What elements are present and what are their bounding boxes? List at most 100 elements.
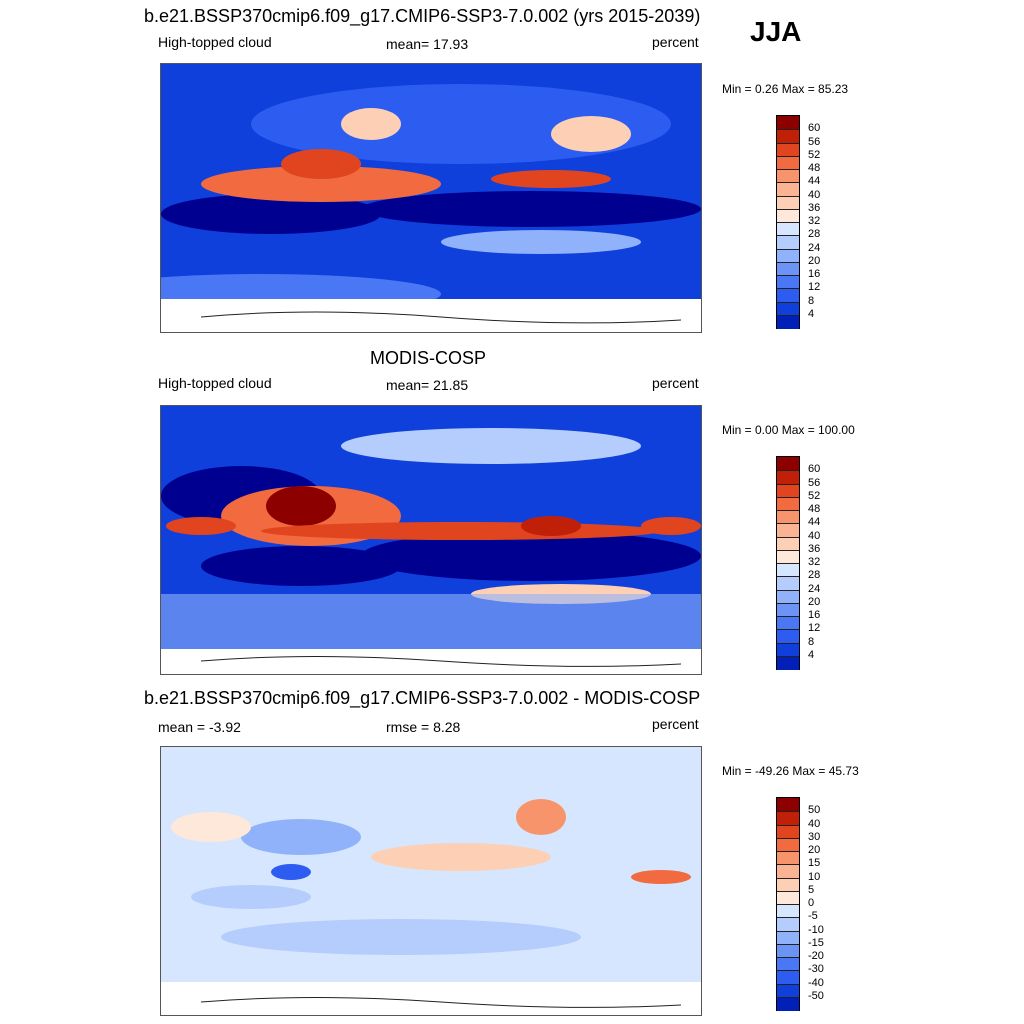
colorbar-box bbox=[777, 563, 799, 577]
colorbar-tick-label: 28 bbox=[808, 569, 821, 582]
colorbar-box bbox=[777, 877, 799, 892]
colorbar-box bbox=[777, 470, 799, 484]
colorbar-tick-label: -10 bbox=[808, 923, 824, 936]
panel-diff-map bbox=[160, 746, 702, 1016]
colorbar-box bbox=[777, 142, 799, 157]
colorbar-tick-label: 48 bbox=[808, 503, 821, 515]
colorbar-separator bbox=[777, 314, 799, 316]
colorbar-box bbox=[777, 930, 799, 945]
colorbar-box bbox=[777, 549, 799, 564]
colorbar-separator bbox=[777, 602, 799, 604]
colorbar-separator bbox=[777, 930, 799, 932]
panel-model-colorbar bbox=[776, 115, 800, 329]
panel-diff-title: b.e21.BSSP370cmip6.f09_g17.CMIP6-SSP3-7.… bbox=[144, 688, 701, 708]
colorbar-separator bbox=[777, 864, 799, 866]
colorbar-separator bbox=[777, 235, 799, 237]
colorbar-separator bbox=[777, 301, 799, 303]
colorbar-separator bbox=[777, 811, 799, 813]
colorbar-box bbox=[777, 642, 799, 657]
colorbar-separator bbox=[777, 129, 799, 131]
panel-model-variable: High-topped cloud bbox=[158, 34, 272, 50]
panel-diff-rmse: rmse = 8.28 bbox=[386, 719, 461, 735]
colorbar-separator bbox=[777, 877, 799, 879]
colorbar-tick-label: -50 bbox=[808, 989, 824, 1002]
colorbar-separator bbox=[777, 970, 799, 972]
colorbar-separator bbox=[777, 851, 799, 852]
colorbar-tick-label: 12 bbox=[808, 281, 821, 294]
panel-model-mean: mean= 17.93 bbox=[386, 36, 469, 52]
colorbar-tick-label: 5 bbox=[808, 883, 815, 896]
colorbar-box bbox=[777, 536, 799, 551]
colorbar-box bbox=[777, 824, 799, 839]
panel-obs-minmax: Min = 0.00 Max = 100.00 bbox=[722, 423, 855, 437]
colorbar-tick-label: 20 bbox=[808, 254, 821, 267]
colorbar-tick-label: -30 bbox=[808, 963, 824, 976]
panel-obs-units: percent bbox=[652, 375, 699, 391]
colorbar-box bbox=[777, 616, 799, 630]
colorbar-tick-label: 8 bbox=[808, 294, 815, 307]
colorbar-tick-label: 30 bbox=[808, 830, 821, 843]
colorbar-box bbox=[777, 943, 799, 958]
colorbar-separator bbox=[777, 655, 799, 657]
colorbar-tick-label: 4 bbox=[808, 307, 815, 320]
colorbar-separator bbox=[777, 169, 799, 170]
colorbar-box bbox=[777, 798, 799, 812]
colorbar-box bbox=[777, 483, 799, 498]
colorbar-tick-label: 16 bbox=[808, 268, 821, 280]
colorbar-tick-label: 44 bbox=[808, 516, 821, 529]
panel-model-map bbox=[160, 63, 702, 333]
colorbar-tick-label: 56 bbox=[808, 476, 821, 489]
colorbar-tick-label: 40 bbox=[808, 188, 821, 201]
colorbar-separator bbox=[777, 275, 799, 276]
colorbar-tick-label: -40 bbox=[808, 976, 824, 989]
panel-model-units: percent bbox=[652, 34, 699, 50]
colorbar-separator bbox=[777, 142, 799, 144]
colorbar-tick-label: 56 bbox=[808, 135, 821, 148]
season-label: JJA bbox=[750, 16, 802, 47]
colorbar-box bbox=[777, 576, 799, 590]
colorbar-box bbox=[777, 655, 799, 670]
colorbar-separator bbox=[777, 496, 799, 498]
colorbar-separator bbox=[777, 523, 799, 525]
colorbar-tick-label: 20 bbox=[808, 595, 821, 608]
panel-model-title: b.e21.BSSP370cmip6.f09_g17.CMIP6-SSP3-7.… bbox=[144, 6, 701, 26]
colorbar-tick-label: 48 bbox=[808, 162, 821, 174]
colorbar-box bbox=[777, 155, 799, 170]
colorbar-separator bbox=[777, 917, 799, 919]
colorbar-box bbox=[777, 589, 799, 604]
colorbar-separator bbox=[777, 824, 799, 826]
colorbar-tick-label: 0 bbox=[808, 897, 815, 909]
colorbar-tick-label: 4 bbox=[808, 648, 815, 661]
colorbar-tick-label: 36 bbox=[808, 542, 821, 555]
colorbar-box bbox=[777, 169, 799, 183]
colorbar-separator bbox=[777, 957, 799, 958]
colorbar-box bbox=[777, 261, 799, 276]
colorbar-tick-label: 15 bbox=[808, 857, 821, 870]
panel-obs-variable: High-topped cloud bbox=[158, 375, 272, 391]
colorbar-tick-label: 28 bbox=[808, 228, 821, 241]
colorbar-separator bbox=[777, 642, 799, 644]
colorbar-separator bbox=[777, 195, 799, 197]
colorbar-separator bbox=[777, 510, 799, 511]
panel-model-minmax: Min = 0.26 Max = 85.23 bbox=[722, 82, 849, 96]
panel-diff-mean: mean = -3.92 bbox=[158, 719, 241, 735]
colorbar-box bbox=[777, 983, 799, 998]
colorbar-separator bbox=[777, 155, 799, 157]
colorbar-tick-label: 24 bbox=[808, 241, 821, 254]
colorbar-box bbox=[777, 629, 799, 643]
colorbar-box bbox=[777, 523, 799, 537]
panel-obs-title: MODIS-COSP bbox=[370, 348, 487, 368]
colorbar-separator bbox=[777, 549, 799, 551]
colorbar-separator bbox=[777, 616, 799, 617]
colorbar-tick-label: 60 bbox=[808, 122, 821, 135]
colorbar-box bbox=[777, 195, 799, 210]
colorbar-tick-label: 40 bbox=[808, 817, 821, 830]
colorbar-separator bbox=[777, 983, 799, 985]
colorbar-tick-label: 36 bbox=[808, 201, 821, 214]
colorbar-box bbox=[777, 222, 799, 236]
colorbar-tick-label: 40 bbox=[808, 529, 821, 542]
colorbar-separator bbox=[777, 288, 799, 290]
colorbar-tick-label: 16 bbox=[808, 609, 821, 621]
colorbar-separator bbox=[777, 208, 799, 210]
colorbar-separator bbox=[777, 904, 799, 905]
